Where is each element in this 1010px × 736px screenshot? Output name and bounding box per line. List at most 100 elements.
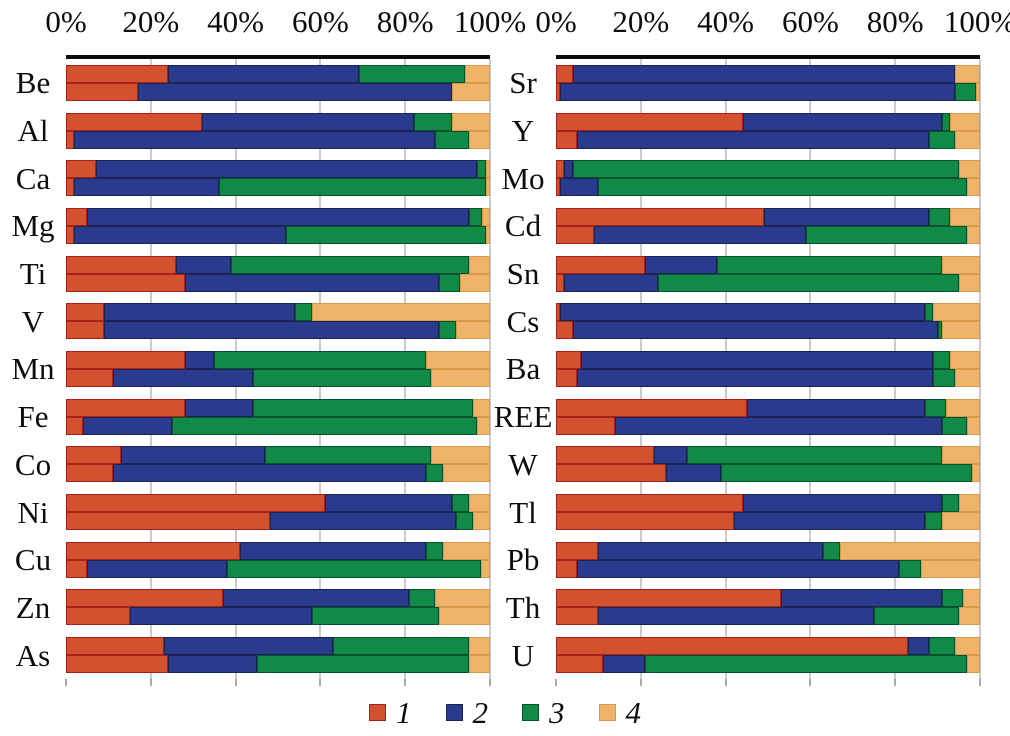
legend-label: 3 <box>549 695 565 730</box>
bar-segment-series-2 <box>82 416 172 435</box>
bar-segment-series-1 <box>66 178 75 197</box>
bar-segment-series-4 <box>933 303 980 322</box>
chart-row <box>66 297 490 345</box>
bar-segment-series-1 <box>66 416 83 435</box>
bar-segment-series-2 <box>602 655 646 674</box>
chart-row <box>66 202 490 250</box>
bar-segment-series-2 <box>104 321 440 340</box>
stacked-bar-pair <box>66 160 490 197</box>
bar-segment-series-4 <box>430 368 490 387</box>
stacked-bar-bottom <box>556 368 980 387</box>
stacked-bar-pair <box>556 207 980 244</box>
chart-row <box>66 441 490 489</box>
bar-segment-series-2 <box>645 255 718 274</box>
bar-segment-series-1 <box>66 541 240 560</box>
axis-tick-mark <box>809 679 812 686</box>
stacked-bar-pair <box>556 494 980 531</box>
stacked-bar-bottom <box>66 607 490 626</box>
bar-segment-series-2 <box>74 130 435 149</box>
axis-tick-mark <box>894 679 897 686</box>
chart-row <box>66 107 490 155</box>
element-label: Y <box>511 113 535 149</box>
stacked-bar-pair <box>556 112 980 149</box>
bar-segment-series-2 <box>184 398 253 417</box>
stacked-bar-top <box>556 446 980 465</box>
bar-segment-series-3 <box>929 130 955 149</box>
bar-segment-series-1 <box>66 512 270 531</box>
stacked-bar-top <box>556 637 980 656</box>
stacked-bar-top <box>66 637 490 656</box>
element-label: Ti <box>19 256 47 292</box>
bar-segment-series-4 <box>451 112 490 131</box>
bar-segment-series-3 <box>311 607 440 626</box>
element-label-row: Th <box>490 584 556 632</box>
bar-segment-series-4 <box>485 160 490 179</box>
element-label-row: Mn <box>0 345 66 393</box>
bar-segment-series-3 <box>717 255 942 274</box>
bar-segment-series-2 <box>129 607 312 626</box>
bar-segment-series-1 <box>66 398 185 417</box>
axis-tick-label: 40% <box>207 4 265 39</box>
bar-segment-series-1 <box>66 607 130 626</box>
stacked-bar-top <box>66 207 490 226</box>
stacked-bar-top <box>66 64 490 83</box>
chart-row <box>556 488 980 536</box>
stacked-bar-pair <box>556 64 980 101</box>
stacked-bar-pair <box>66 112 490 149</box>
bar-segment-series-4 <box>967 225 980 244</box>
bar-segment-series-1 <box>66 82 139 101</box>
bar-segment-series-1 <box>66 321 105 340</box>
right-axis-header: 0% 20% 40% 60% 80% 100% <box>535 0 1010 59</box>
chart-row <box>556 393 980 441</box>
axis-tick-mark <box>639 679 642 686</box>
element-label: Zn <box>15 589 51 625</box>
bar-segment-series-3 <box>218 178 486 197</box>
right-plot: 0% 20% 40% 60% 80% 100% <box>535 0 1010 687</box>
bar-segment-series-1 <box>66 368 113 387</box>
bar-segment-series-2 <box>653 446 688 465</box>
stacked-bar-bottom <box>66 416 490 435</box>
axis-tick-mark <box>149 679 152 686</box>
chart-panels: Be Al Ca Mg Ti V Mn Fe Co Ni Cu Zn As 0% 20% 40% 60% 80%… <box>0 0 1010 687</box>
stacked-bar-top <box>556 207 980 226</box>
stacked-bar-top <box>556 255 980 274</box>
axis-tick-mark <box>555 679 557 686</box>
stacked-bar-bottom <box>556 273 980 292</box>
bar-segment-series-3 <box>252 398 474 417</box>
bar-segment-series-3 <box>937 321 942 340</box>
stacked-bar-bottom <box>556 321 980 340</box>
axis-tick-label: 0% <box>535 4 577 39</box>
bar-segment-series-2 <box>239 541 427 560</box>
chart-row <box>556 441 980 489</box>
bar-segment-series-4 <box>941 512 980 531</box>
bar-segment-series-1 <box>556 368 578 387</box>
element-label-row: Al <box>0 107 66 155</box>
bar-segment-series-1 <box>66 303 105 322</box>
bar-segment-series-4 <box>840 541 980 560</box>
gridline <box>979 59 981 679</box>
stacked-bar-bottom <box>556 130 980 149</box>
bar-segment-series-3 <box>214 350 427 369</box>
element-label-row: Ti <box>0 250 66 298</box>
element-label: REE <box>493 399 553 435</box>
stacked-bar-top <box>66 446 490 465</box>
bar-segment-series-2 <box>598 607 874 626</box>
bar-segment-series-1 <box>556 541 599 560</box>
chart-row <box>556 536 980 584</box>
bar-segment-series-1 <box>556 225 595 244</box>
stacked-bar-pair <box>66 589 490 626</box>
bar-segment-series-2 <box>598 541 824 560</box>
bar-segment-series-1 <box>66 255 177 274</box>
stacked-bar-pair <box>66 446 490 483</box>
stacked-bar-pair <box>556 160 980 197</box>
bar-segment-series-3 <box>924 398 947 417</box>
bar-segment-series-3 <box>941 112 951 131</box>
bar-segment-series-4 <box>481 207 490 226</box>
element-label: Ca <box>15 160 51 196</box>
bar-segment-series-2 <box>163 637 334 656</box>
stacked-bar-bottom <box>66 82 490 101</box>
bar-segment-series-2 <box>577 368 934 387</box>
left-bottom-ticks <box>65 679 491 687</box>
stacked-bar-top <box>66 255 490 274</box>
axis-tick-label: 20% <box>122 4 180 39</box>
